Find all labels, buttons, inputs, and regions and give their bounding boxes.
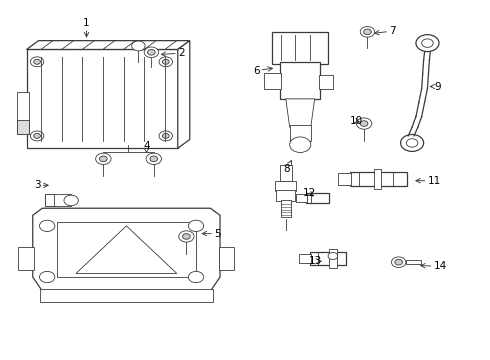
Bar [319,75,333,89]
Polygon shape [178,41,190,148]
Circle shape [360,121,368,126]
Circle shape [179,231,194,242]
Circle shape [392,257,406,267]
Bar [17,120,29,134]
Bar [296,194,307,202]
Bar [281,200,291,217]
Circle shape [99,156,107,162]
Bar [264,73,281,89]
Circle shape [34,59,41,64]
Circle shape [356,118,372,129]
Circle shape [40,271,55,283]
Circle shape [162,59,169,64]
Text: 6: 6 [253,66,272,76]
Circle shape [188,220,204,231]
Polygon shape [26,41,190,49]
Bar [219,247,234,270]
Circle shape [144,47,159,58]
Text: 12: 12 [303,188,317,198]
Polygon shape [26,49,178,148]
Polygon shape [76,226,177,274]
Circle shape [96,153,111,165]
Circle shape [422,39,433,48]
Bar [45,194,71,207]
Circle shape [34,134,41,138]
Circle shape [364,29,371,35]
Text: 9: 9 [430,81,441,91]
Circle shape [30,57,44,67]
Circle shape [328,252,338,260]
Bar [310,252,346,265]
Text: 5: 5 [202,229,220,239]
Bar [280,62,320,99]
Bar [40,289,213,302]
Circle shape [360,27,375,37]
Circle shape [159,131,172,141]
Circle shape [159,57,172,67]
Polygon shape [286,99,315,127]
Bar [329,249,337,268]
Text: 11: 11 [416,176,441,186]
Circle shape [40,220,55,231]
Bar [338,173,351,185]
Bar [18,247,34,270]
Circle shape [290,137,311,153]
Circle shape [146,153,161,165]
Circle shape [30,131,44,141]
Circle shape [64,195,78,206]
Circle shape [147,49,155,55]
Bar [272,32,328,64]
Text: 2: 2 [161,48,184,58]
Text: 13: 13 [308,256,321,266]
Bar [280,165,292,181]
Bar [350,171,407,186]
Circle shape [132,41,145,51]
Bar [290,125,311,141]
Text: 4: 4 [143,141,150,153]
Circle shape [188,271,204,283]
Polygon shape [33,208,220,291]
Bar [45,194,54,207]
Text: 10: 10 [350,116,363,126]
Text: 8: 8 [283,161,292,174]
Circle shape [406,139,418,147]
Text: 3: 3 [34,180,48,190]
Bar [299,255,311,263]
Circle shape [183,234,190,239]
Text: 7: 7 [374,26,396,36]
Circle shape [395,259,402,265]
Bar [374,169,381,189]
Bar [275,181,296,190]
Bar [17,92,29,134]
Circle shape [150,156,158,162]
Circle shape [416,35,439,51]
Bar [406,260,421,264]
Bar [57,222,196,277]
Bar [306,193,329,203]
Circle shape [401,135,424,152]
Circle shape [162,134,169,138]
Text: 1: 1 [83,18,90,37]
Text: 14: 14 [421,261,447,271]
Bar [276,190,295,201]
